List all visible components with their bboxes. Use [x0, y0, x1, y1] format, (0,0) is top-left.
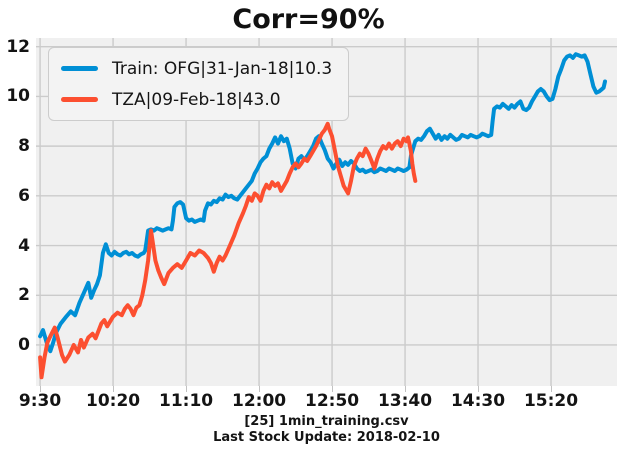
y-tick-label: 0: [18, 334, 30, 355]
series-line-tza-red: [38, 121, 418, 380]
y-tick-label: 8: [18, 136, 30, 157]
x-tick-label: 15:20: [523, 391, 579, 411]
x-tick-label: 14:30: [450, 391, 506, 411]
x-tick-mark: [332, 386, 334, 392]
x-tick-mark: [405, 386, 407, 392]
x-tick-mark: [551, 386, 553, 392]
x-tick-label: 13:40: [377, 391, 433, 411]
caption-last-update: Last Stock Update: 2018-02-10: [213, 430, 440, 445]
legend: Train: OFG|31-Jan-18|10.3 TZA|09-Feb-18|…: [48, 47, 350, 121]
plot-area: Train: OFG|31-Jan-18|10.3 TZA|09-Feb-18|…: [36, 38, 617, 386]
x-tick-mark: [40, 386, 42, 392]
chart-title: Corr=90%: [232, 4, 385, 35]
x-tick-mark: [186, 386, 188, 392]
x-tick-mark: [478, 386, 480, 392]
y-tick-label: 10: [6, 86, 30, 107]
legend-entry-train: Train: OFG|31-Jan-18|10.3: [61, 55, 332, 82]
legend-entry-tza: TZA|09-Feb-18|43.0: [61, 86, 332, 113]
legend-line-swatch-blue: [61, 66, 98, 71]
y-tick-label: 6: [18, 185, 30, 206]
x-tick-label: 10:20: [86, 391, 141, 411]
caption-filename: [25] 1min_training.csv: [244, 414, 409, 429]
x-tick-label: 11:10: [159, 391, 214, 411]
x-tick-label: 9:30: [18, 391, 62, 411]
x-tick-label: 12:00: [231, 391, 287, 411]
legend-line-swatch-red: [61, 97, 98, 102]
legend-label-tza: TZA|09-Feb-18|43.0: [112, 89, 281, 110]
x-tick-label: 12:50: [304, 391, 360, 411]
y-tick-label: 12: [6, 36, 30, 57]
x-tick-mark: [113, 386, 115, 392]
y-tick-label: 4: [18, 235, 30, 256]
x-tick-mark: [259, 386, 261, 392]
series-line-train-blue: [38, 52, 607, 354]
legend-label-train: Train: OFG|31-Jan-18|10.3: [112, 58, 333, 79]
y-tick-label: 2: [18, 285, 30, 306]
